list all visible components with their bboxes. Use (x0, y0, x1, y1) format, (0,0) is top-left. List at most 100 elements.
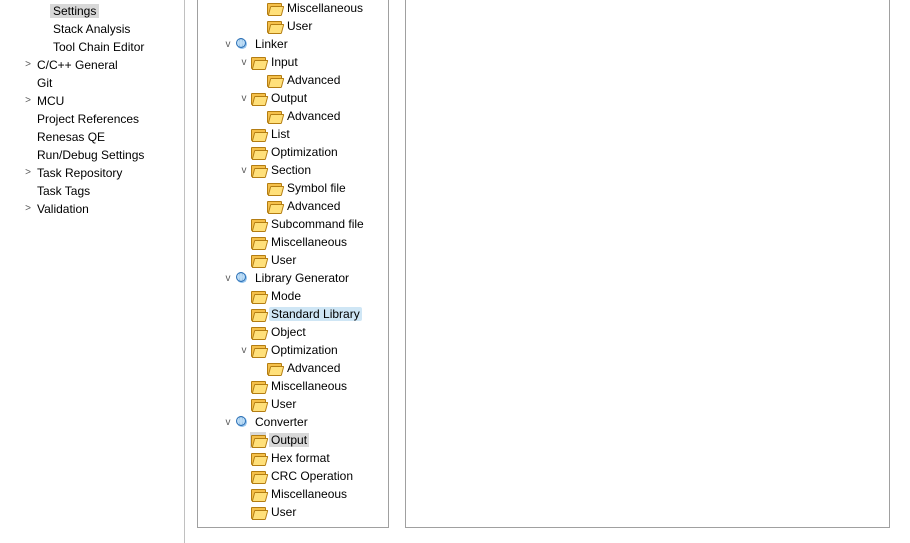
folder-icon (250, 504, 266, 520)
tree-item-label: Hex format (269, 451, 332, 465)
tree-item-label: Output (269, 433, 309, 447)
tree-item-miscellaneous[interactable]: Miscellaneous (198, 377, 388, 395)
detail-panel (405, 0, 890, 528)
tree-item-label: Linker (253, 37, 290, 51)
category-list: SettingsStack AnalysisTool Chain Editor>… (0, 0, 185, 543)
expander-icon[interactable]: v (238, 165, 250, 176)
category-c-c-general[interactable]: >C/C++ General (4, 56, 180, 74)
category-validation[interactable]: >Validation (4, 200, 180, 218)
expander-icon[interactable]: > (22, 168, 34, 178)
tree-item-hex-format[interactable]: Hex format (198, 449, 388, 467)
expander-icon[interactable]: v (238, 93, 250, 104)
tree-item-advanced[interactable]: Advanced (198, 197, 388, 215)
tree-item-label: Advanced (285, 73, 342, 87)
tree-item-list[interactable]: List (198, 125, 388, 143)
category-label: Renesas QE (34, 130, 108, 144)
tree-item-converter[interactable]: v Converter (198, 413, 388, 431)
tree-item-crc-operation[interactable]: CRC Operation (198, 467, 388, 485)
tree-item-advanced[interactable]: Advanced (198, 71, 388, 89)
tree-item-label: Library Generator (253, 271, 351, 285)
expander-icon[interactable]: v (222, 417, 234, 428)
category-renesas-qe[interactable]: Renesas QE (4, 128, 180, 146)
folder-icon (250, 54, 266, 70)
tree-item-linker[interactable]: v Linker (198, 35, 388, 53)
category-task-tags[interactable]: Task Tags (4, 182, 180, 200)
category-label: C/C++ General (34, 58, 121, 72)
category-mcu[interactable]: >MCU (4, 92, 180, 110)
category-label: Run/Debug Settings (34, 148, 147, 162)
category-stack-analysis[interactable]: Stack Analysis (4, 20, 180, 38)
tree-item-label: Miscellaneous (269, 379, 349, 393)
tree-item-object[interactable]: Object (198, 323, 388, 341)
folder-icon (266, 180, 282, 196)
tree-item-user[interactable]: User (198, 395, 388, 413)
tree-item-output[interactable]: v Output (198, 89, 388, 107)
expander-icon[interactable]: v (222, 273, 234, 284)
category-label: Project References (34, 112, 142, 126)
folder-icon (250, 216, 266, 232)
expander-icon[interactable]: > (22, 60, 34, 70)
folder-icon (250, 378, 266, 394)
tree-item-user[interactable]: User (198, 251, 388, 269)
tree-item-label: Advanced (285, 109, 342, 123)
category-tool-chain-editor[interactable]: Tool Chain Editor (4, 38, 180, 56)
folder-icon (266, 18, 282, 34)
tree-item-advanced[interactable]: Advanced (198, 107, 388, 125)
folder-icon (250, 162, 266, 178)
expander-icon[interactable]: > (22, 204, 34, 214)
tree-item-label: Output (269, 91, 309, 105)
tree-item-label: Subcommand file (269, 217, 366, 231)
tree-item-miscellaneous[interactable]: Miscellaneous (198, 233, 388, 251)
tree-item-label: Standard Library (269, 307, 362, 321)
tool-tree-panel: MiscellaneousUservLinkervInputAdvancedvO… (197, 0, 389, 528)
folder-icon (250, 234, 266, 250)
tree-item-section[interactable]: v Section (198, 161, 388, 179)
category-label: Git (34, 76, 55, 90)
tool-icon (234, 414, 250, 430)
folder-icon (266, 198, 282, 214)
tree-item-mode[interactable]: Mode (198, 287, 388, 305)
tree-item-input[interactable]: vInput (198, 53, 388, 71)
tree-item-user[interactable]: User (198, 503, 388, 521)
category-git[interactable]: Git (4, 74, 180, 92)
expander-icon[interactable]: v (238, 57, 250, 68)
tool-tree: MiscellaneousUservLinkervInputAdvancedvO… (198, 0, 388, 521)
category-label: MCU (34, 94, 67, 108)
tree-item-label: Converter (253, 415, 310, 429)
tree-item-standard-library[interactable]: Standard Library (198, 305, 388, 323)
properties-dialog: SettingsStack AnalysisTool Chain Editor>… (0, 0, 910, 543)
category-run-debug-settings[interactable]: Run/Debug Settings (4, 146, 180, 164)
tree-item-optimization[interactable]: vOptimization (198, 341, 388, 359)
expander-icon[interactable]: v (238, 345, 250, 356)
category-label: Stack Analysis (50, 22, 133, 36)
tool-tree-wrap: MiscellaneousUservLinkervInputAdvancedvO… (185, 0, 401, 543)
category-settings[interactable]: Settings (4, 2, 180, 20)
tree-item-label: Object (269, 325, 308, 339)
expander-icon[interactable]: > (22, 96, 34, 106)
tree-item-optimization[interactable]: Optimization (198, 143, 388, 161)
tree-item-label: Miscellaneous (269, 235, 349, 249)
tree-item-label: Section (269, 163, 313, 177)
folder-icon (250, 450, 266, 466)
tree-item-label: User (269, 505, 298, 519)
expander-icon[interactable]: v (222, 39, 234, 50)
tree-item-miscellaneous[interactable]: Miscellaneous (198, 485, 388, 503)
tree-item-user[interactable]: User (198, 17, 388, 35)
tree-item-label: User (269, 253, 298, 267)
folder-icon (266, 108, 282, 124)
tree-item-advanced[interactable]: Advanced (198, 359, 388, 377)
folder-icon (250, 342, 266, 358)
tree-item-library-generator[interactable]: v Library Generator (198, 269, 388, 287)
category-task-repository[interactable]: >Task Repository (4, 164, 180, 182)
folder-icon (250, 126, 266, 142)
tree-item-miscellaneous[interactable]: Miscellaneous (198, 0, 388, 17)
tree-item-symbol-file[interactable]: Symbol file (198, 179, 388, 197)
category-label: Validation (34, 202, 92, 216)
tree-item-output[interactable]: Output (198, 431, 388, 449)
tree-item-subcommand-file[interactable]: Subcommand file (198, 215, 388, 233)
folder-icon (250, 324, 266, 340)
category-project-references[interactable]: Project References (4, 110, 180, 128)
tree-item-label: CRC Operation (269, 469, 355, 483)
tree-item-label: Miscellaneous (285, 1, 365, 15)
tree-item-label: List (269, 127, 292, 141)
